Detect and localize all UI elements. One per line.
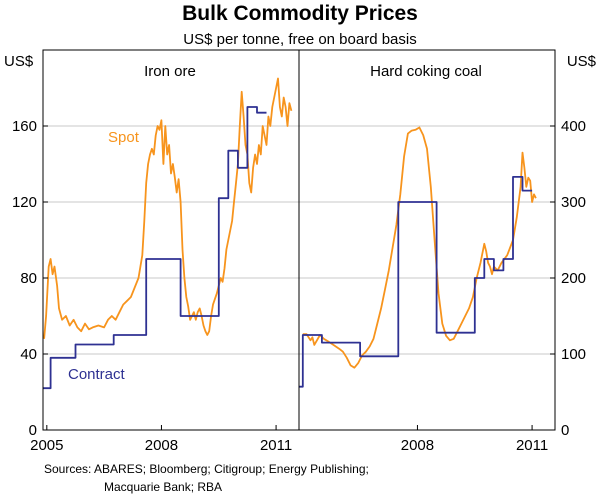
panel-1-xtick-label: 2005 <box>30 437 63 454</box>
right-ylabel: US$ <box>567 53 597 70</box>
panel-2-ytick-label: 200 <box>561 270 586 287</box>
panel-1-xtick-label: 2011 <box>260 437 292 454</box>
panel-title-coking-coal: Hard coking coal <box>370 63 482 80</box>
panel-2-ytick-label: 100 <box>561 346 586 363</box>
panel-1-ytick-label: 40 <box>20 346 37 363</box>
series-lines <box>43 77 537 390</box>
panel-1-ytick-label: 0 <box>29 422 37 439</box>
source-line-1: Sources: ABARES; Bloomberg; Citigroup; E… <box>44 462 369 476</box>
plot-frame <box>42 49 556 431</box>
panel-1-xtick-label: 2008 <box>145 437 178 454</box>
panel-2-ytick-label: 400 <box>561 118 586 135</box>
panel-1-ytick-label: 120 <box>12 194 37 211</box>
panel-2-contract-line <box>299 176 533 388</box>
panel-2-ytick-label: 0 <box>561 422 569 439</box>
chart-title: Bulk Commodity Prices <box>182 2 418 25</box>
series-label-contract: Contract <box>68 366 126 383</box>
panel-1-ytick-label: 80 <box>20 270 37 287</box>
panel-title-iron-ore: Iron ore <box>144 63 196 80</box>
panel-1-spot-line <box>43 77 293 339</box>
panel-2-ytick-label: 300 <box>561 194 586 211</box>
panel-1-contract-line <box>43 106 267 390</box>
chart-subtitle: US$ per tonne, free on board basis <box>183 31 416 48</box>
left-ylabel: US$ <box>4 53 34 70</box>
panel-2-spot-line <box>302 126 537 369</box>
gridlines <box>43 125 555 355</box>
source-line-2: Macquarie Bank; RBA <box>104 480 222 494</box>
panel-2-xtick-label: 2011 <box>516 437 548 454</box>
panel-2-xtick-label: 2008 <box>401 437 434 454</box>
axis-ticks: 0 40 80 120 160 2005 2008 2011 0 100 200 300 400 2008… <box>12 118 586 454</box>
panel-1-ytick-label: 160 <box>12 118 37 135</box>
series-label-spot: Spot <box>108 129 140 146</box>
